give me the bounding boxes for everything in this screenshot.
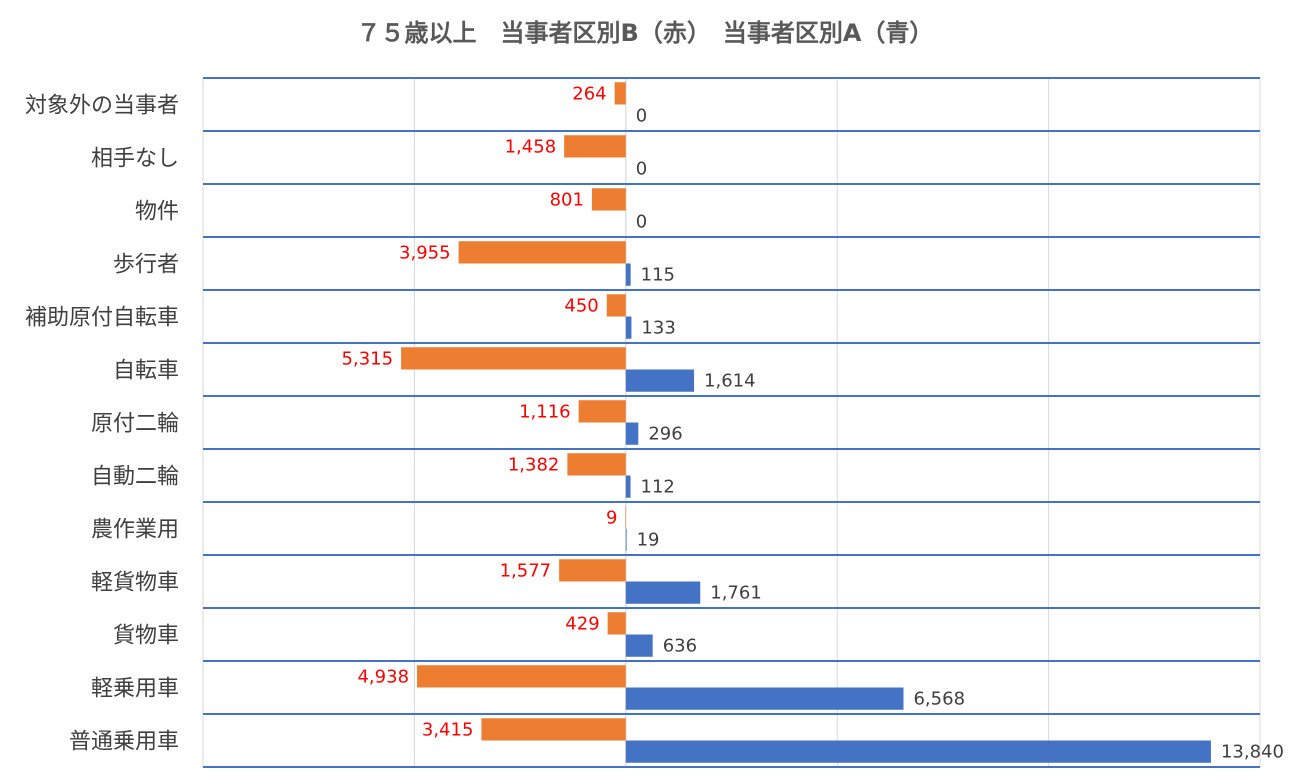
category-label: 自動二輪 [91,465,179,490]
bar-series-b [567,453,626,476]
bar-series-b [591,188,626,211]
bar-series-b [564,135,626,158]
data-label-series-a: 296 [648,424,682,445]
data-label-series-a: 0 [636,159,647,180]
data-label-series-a: 0 [636,106,647,127]
data-label-series-a: 6,568 [913,689,965,710]
data-label-series-a: 112 [641,477,675,498]
category-label: 相手なし [91,147,179,172]
bar-series-b [607,612,626,635]
data-label-series-b: 3,955 [399,242,451,263]
data-label-series-a: 19 [637,530,660,551]
bar-series-b [481,718,626,741]
category-label: 自転車 [113,359,179,384]
bar-series-b [458,241,626,264]
bar-series-b [578,400,626,423]
bar-series-a [625,475,631,498]
data-label-series-b: 450 [564,295,598,316]
data-label-series-a: 1,614 [704,371,756,392]
category-label: 農作業用 [91,518,179,543]
category-labels: 対象外の当事者相手なし物件歩行者補助原付自転車自転車原付二輪自動二輪農作業用軽貨… [25,94,179,755]
data-label-series-b: 9 [606,507,617,528]
bar-series-b [417,665,626,688]
category-label: 原付二輪 [91,412,179,437]
category-label: 物件 [135,200,179,225]
category-label: 軽貨物車 [91,571,179,596]
bar-layer [401,82,1211,763]
category-label: 貨物車 [113,624,179,649]
bar-series-a [625,316,632,339]
data-label-series-b: 4,938 [357,666,409,687]
data-label-series-b: 429 [565,613,599,634]
bar-series-a [625,581,701,604]
data-label-series-b: 1,382 [508,454,560,475]
data-label-series-a: 0 [636,212,647,233]
data-label-series-b: 264 [572,83,606,104]
bar-series-b [401,347,626,370]
bar-series-a [625,528,627,551]
grid-layer [202,78,1261,767]
data-label-series-b: 801 [550,189,584,210]
label-layer: 264 0 1,458 0 801 0 3,955 115 450 133 5,315 1,614 1,… [342,83,1284,762]
bar-series-b [614,82,626,105]
bar-series-b [625,506,626,529]
bar-series-a [625,634,653,657]
data-label-series-a: 13,840 [1221,742,1284,763]
data-label-series-b: 1,577 [500,560,552,581]
bar-series-a [625,687,904,710]
category-label: 普通乗用車 [69,730,179,755]
category-label: 軽乗用車 [91,677,179,702]
bar-series-a [625,422,639,445]
data-label-series-b: 3,415 [422,719,474,740]
category-label: 補助原付自転車 [25,306,179,331]
bar-series-a [625,740,1211,763]
data-label-series-a: 1,761 [710,583,762,604]
bar-series-b [559,559,626,582]
data-label-series-a: 636 [663,636,697,657]
chart-title: ７５歳以上 当事者区別B（赤） 当事者区別A（青） [357,19,934,47]
category-label: 対象外の当事者 [25,94,179,119]
bar-series-b [606,294,626,317]
data-label-series-b: 1,116 [519,401,571,422]
category-label: 歩行者 [113,253,179,278]
category-separators [203,77,1260,768]
data-label-series-b: 1,458 [505,136,557,157]
bar-series-a [625,263,631,286]
data-label-series-b: 5,315 [342,348,394,369]
bar-series-a [625,369,695,392]
data-label-series-a: 115 [641,265,675,286]
data-label-series-a: 133 [641,318,675,339]
